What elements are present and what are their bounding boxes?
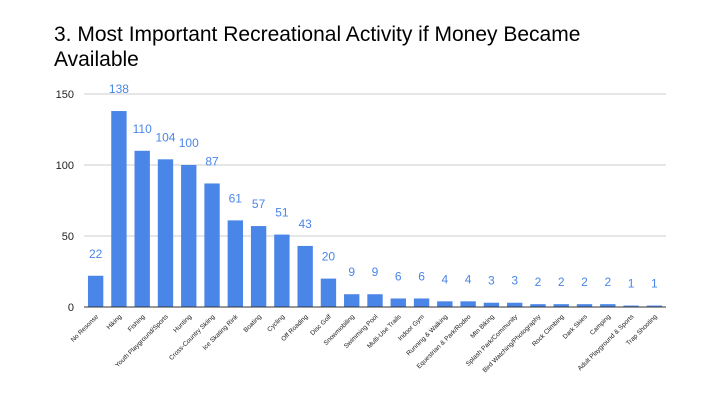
bar — [483, 302, 500, 307]
x-tick-label: Hiking — [106, 313, 124, 331]
bar — [250, 226, 267, 307]
bar — [460, 301, 476, 307]
data-label: 20 — [322, 250, 336, 264]
bar — [367, 294, 383, 307]
bar — [576, 304, 593, 307]
bar — [87, 275, 104, 307]
data-label: 2 — [558, 275, 565, 289]
data-label: 87 — [205, 154, 219, 168]
data-label: 4 — [465, 272, 472, 286]
bar — [297, 245, 313, 307]
y-tick-label: 50 — [62, 231, 74, 243]
data-label: 61 — [229, 191, 243, 205]
x-tick-label: Camping — [589, 313, 613, 337]
data-label: 2 — [604, 275, 611, 289]
bar — [157, 159, 174, 307]
bar — [111, 111, 127, 307]
bar — [344, 294, 360, 307]
bar — [553, 304, 569, 307]
chart-title: 3. Most Important Recreational Activity … — [54, 23, 581, 71]
data-label: 9 — [348, 265, 355, 279]
x-tick-label: Boating — [242, 313, 263, 334]
data-label: 2 — [535, 275, 542, 289]
x-tick-label: Running & Walking — [405, 313, 449, 357]
data-label: 104 — [155, 130, 175, 144]
bar — [413, 298, 430, 307]
data-label: 138 — [109, 82, 129, 96]
data-label: 100 — [179, 136, 199, 150]
x-tick-label: Disc Golf — [309, 313, 333, 337]
bar — [507, 302, 523, 307]
y-tick-label: 0 — [68, 302, 74, 314]
bar — [204, 183, 220, 307]
y-tick-label: 150 — [56, 89, 74, 101]
data-label: 4 — [441, 272, 448, 286]
data-label: 1 — [651, 277, 658, 291]
y-tick-label: 100 — [56, 160, 74, 172]
bar — [134, 150, 150, 307]
x-tick-label: Hunting — [172, 313, 193, 334]
data-label: 9 — [372, 265, 379, 279]
data-label: 6 — [418, 269, 425, 283]
data-label: 22 — [89, 247, 103, 261]
bar — [600, 304, 616, 307]
data-label: 110 — [133, 122, 152, 136]
bar — [390, 298, 406, 307]
x-tick-label: Dark Skies — [562, 313, 590, 341]
x-tick-label: No Resonse — [70, 313, 101, 344]
x-tick-label: Cycling — [266, 313, 286, 333]
bar — [646, 305, 663, 307]
x-tick-label: Fishing — [127, 313, 147, 333]
data-label: 1 — [628, 277, 635, 291]
bar — [530, 304, 546, 307]
data-label: 3 — [488, 274, 495, 288]
bar — [227, 220, 243, 307]
data-label: 2 — [581, 275, 588, 289]
data-label: 43 — [298, 217, 312, 231]
bar — [320, 278, 337, 307]
bar — [623, 305, 639, 307]
data-label: 6 — [395, 269, 402, 283]
bar — [181, 165, 197, 307]
data-label: 51 — [275, 206, 289, 220]
data-label: 3 — [511, 274, 518, 288]
bar — [437, 301, 453, 307]
data-label: 57 — [252, 197, 266, 211]
bar — [274, 234, 290, 307]
